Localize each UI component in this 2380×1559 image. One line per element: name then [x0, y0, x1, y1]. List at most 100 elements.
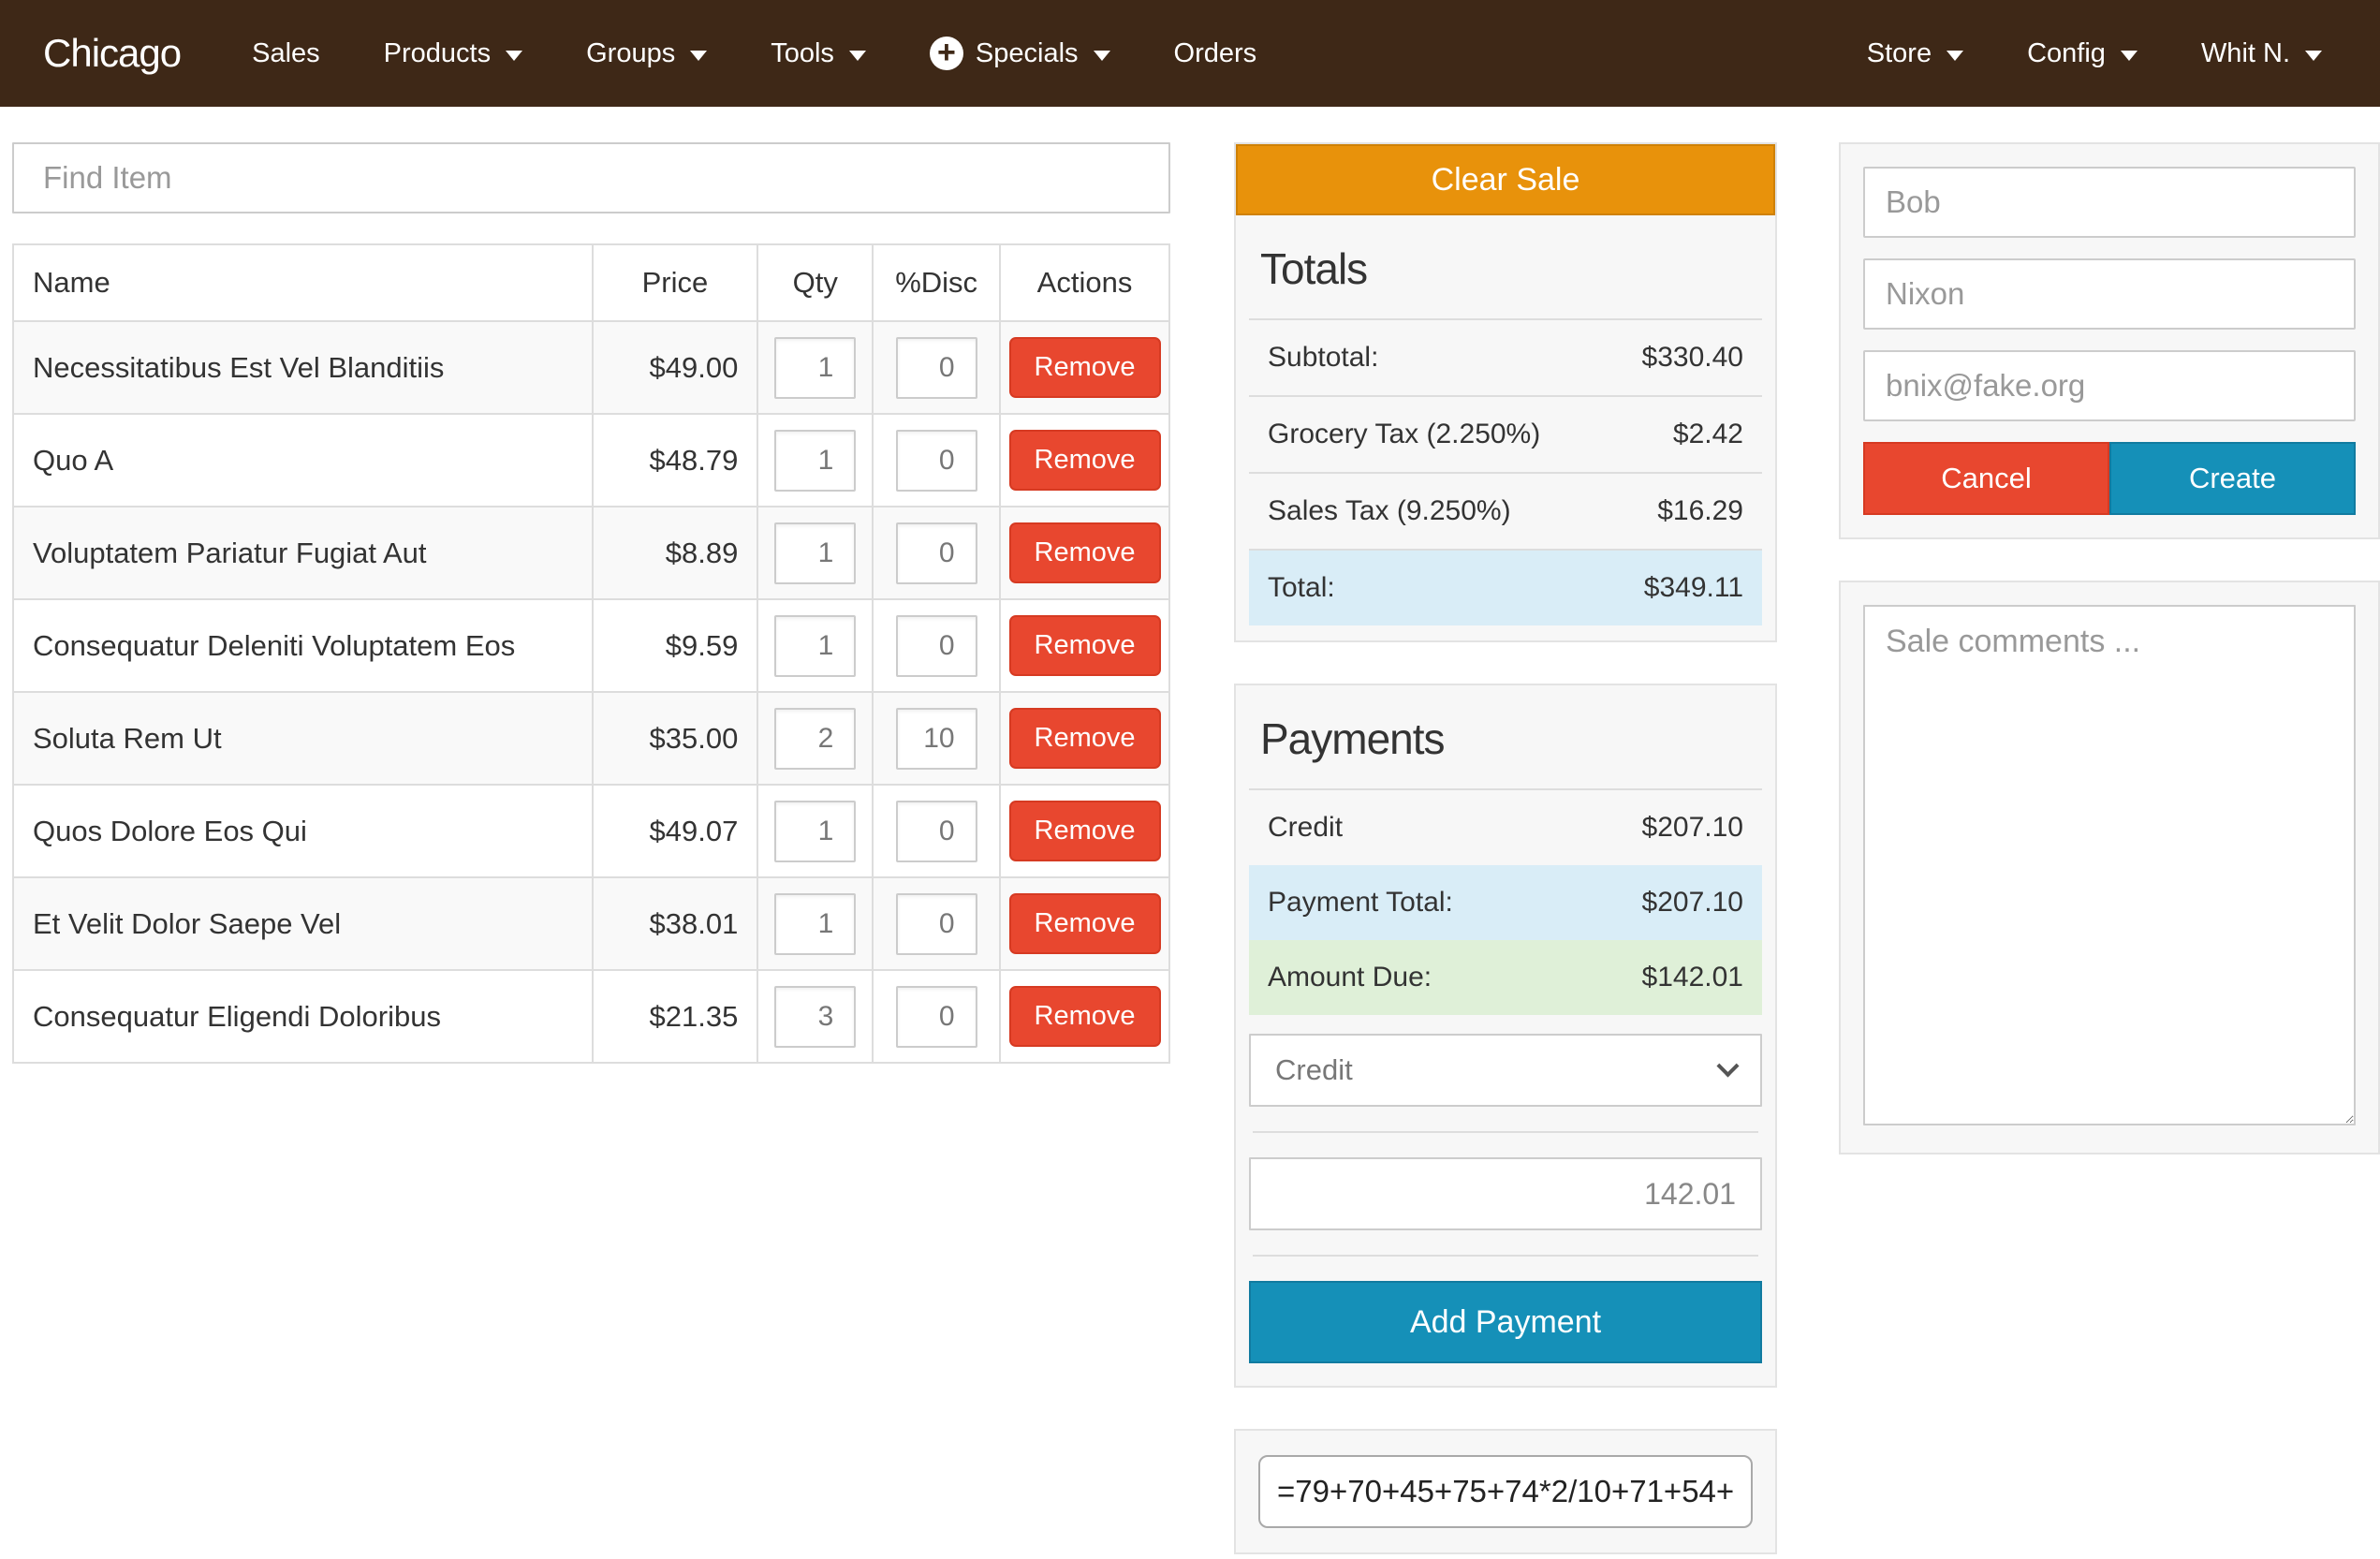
column-header-name: Name — [12, 243, 594, 322]
nav-bar: Chicago Sales Products Groups Tools + Sp… — [0, 0, 2380, 107]
nav-item-tools[interactable]: Tools — [739, 0, 898, 107]
chevron-down-icon — [1093, 50, 1110, 61]
table-row: Necessitatibus Est Vel Blanditiis $49.00… — [12, 320, 1170, 415]
nav-item-label: Specials — [975, 37, 1079, 68]
table-row: Soluta Rem Ut $35.00 Remove — [12, 691, 1170, 786]
brand-link[interactable]: Chicago — [43, 31, 182, 75]
remove-button[interactable]: Remove — [1008, 893, 1161, 954]
subtotal-label: Subtotal: — [1268, 342, 1379, 373]
item-name: Necessitatibus Est Vel Blanditiis — [12, 320, 594, 415]
email-field[interactable] — [1863, 350, 2356, 421]
column-header-disc: %Disc — [872, 243, 1002, 322]
item-price: $49.07 — [591, 784, 759, 878]
nav-right-items: Store Config Whit N. — [1835, 0, 2380, 107]
discount-input[interactable] — [895, 985, 977, 1048]
last-name-field[interactable] — [1863, 258, 2356, 330]
cart-table: Name Price Qty %Disc Actions Necessitati… — [12, 243, 1170, 1064]
amount-due-value: $142.01 — [1641, 962, 1743, 993]
discount-input[interactable] — [895, 800, 977, 862]
table-row: Quos Dolore Eos Qui $49.07 Remove — [12, 784, 1170, 878]
amount-due-row: Amount Due: $142.01 — [1249, 940, 1762, 1015]
plus-circle-icon: + — [929, 37, 963, 70]
total-value: $349.11 — [1643, 572, 1743, 603]
calculator-input[interactable] — [1258, 1455, 1753, 1528]
sales-tax-value: $16.29 — [1657, 495, 1743, 526]
sale-comments-textarea[interactable] — [1863, 605, 2356, 1125]
item-price: $49.00 — [591, 320, 759, 415]
clear-sale-button[interactable]: Clear Sale — [1236, 144, 1775, 215]
total-row: Total: $349.11 — [1249, 549, 1762, 625]
first-name-field[interactable] — [1863, 167, 2356, 238]
nav-item-store[interactable]: Store — [1835, 0, 1995, 107]
comments-panel — [1839, 581, 2380, 1155]
payments-title: Payments — [1260, 714, 1446, 763]
discount-input[interactable] — [895, 522, 977, 584]
discount-input[interactable] — [895, 707, 977, 770]
nav-item-products[interactable]: Products — [352, 0, 554, 107]
qty-input[interactable] — [774, 892, 857, 955]
qty-input[interactable] — [774, 614, 857, 677]
chevron-down-icon — [1947, 50, 1964, 61]
item-name: Quo A — [12, 413, 594, 507]
qty-input[interactable] — [774, 707, 857, 770]
nav-item-groups[interactable]: Groups — [554, 0, 739, 107]
nav-item-config[interactable]: Config — [1995, 0, 2169, 107]
discount-input[interactable] — [895, 614, 977, 677]
table-row: Quo A $48.79 Remove — [12, 413, 1170, 507]
qty-input[interactable] — [774, 800, 857, 862]
remove-button[interactable]: Remove — [1008, 708, 1161, 769]
column-header-actions: Actions — [999, 243, 1170, 322]
remove-button[interactable]: Remove — [1008, 615, 1161, 676]
item-name: Soluta Rem Ut — [12, 691, 594, 786]
table-row: Voluptatem Pariatur Fugiat Aut $8.89 Rem… — [12, 506, 1170, 600]
total-label: Total: — [1268, 572, 1335, 603]
nav-item-specials[interactable]: + Specials — [898, 0, 1142, 107]
payment-method-value: Credit — [1275, 1053, 1353, 1086]
add-payment-button[interactable]: Add Payment — [1249, 1281, 1762, 1363]
discount-input[interactable] — [895, 336, 977, 399]
item-price: $9.59 — [591, 598, 759, 693]
qty-input[interactable] — [774, 336, 857, 399]
nav-item-label: Products — [383, 37, 492, 68]
create-button[interactable]: Create — [2109, 442, 2356, 515]
qty-input[interactable] — [774, 522, 857, 584]
nav-item-sales[interactable]: Sales — [220, 0, 352, 107]
discount-input[interactable] — [895, 892, 977, 955]
qty-input[interactable] — [774, 429, 857, 492]
item-price: $48.79 — [591, 413, 759, 507]
calculator-panel — [1234, 1429, 1777, 1554]
remove-button[interactable]: Remove — [1008, 986, 1161, 1047]
nav-item-orders[interactable]: Orders — [1142, 0, 1289, 107]
payment-method-select[interactable]: Credit — [1249, 1034, 1762, 1107]
divider — [1253, 1131, 1758, 1133]
nav-item-label: Store — [1866, 37, 1932, 68]
qty-input[interactable] — [774, 985, 857, 1048]
cancel-button[interactable]: Cancel — [1863, 442, 2109, 515]
item-name: Quos Dolore Eos Qui — [12, 784, 594, 878]
nav-item-user-menu[interactable]: Whit N. — [2169, 0, 2354, 107]
item-name: Consequatur Deleniti Voluptatem Eos — [12, 598, 594, 693]
item-price: $21.35 — [591, 969, 759, 1064]
payments-panel: Payments Credit $207.10 Payment Total: $… — [1234, 684, 1777, 1388]
column-header-price: Price — [591, 243, 759, 322]
grocery-tax-row: Grocery Tax (2.250%) $2.42 — [1249, 395, 1762, 472]
find-item-input[interactable] — [12, 142, 1170, 213]
chevron-down-icon — [2305, 50, 2322, 61]
payment-amount-input[interactable] — [1249, 1157, 1762, 1230]
table-header-row: Name Price Qty %Disc Actions — [12, 243, 1170, 322]
remove-button[interactable]: Remove — [1008, 801, 1161, 861]
chevron-down-icon — [2120, 50, 2138, 61]
item-name: Consequatur Eligendi Doloribus — [12, 969, 594, 1064]
remove-button[interactable]: Remove — [1008, 522, 1161, 583]
column-header-qty: Qty — [757, 243, 874, 322]
remove-button[interactable]: Remove — [1008, 430, 1161, 491]
remove-button[interactable]: Remove — [1008, 337, 1161, 398]
cart-column: Name Price Qty %Disc Actions Necessitati… — [12, 142, 1170, 1064]
table-row: Consequatur Deleniti Voluptatem Eos $9.5… — [12, 598, 1170, 693]
payment-entry-value: $207.10 — [1641, 812, 1743, 843]
nav-item-label: Orders — [1173, 37, 1257, 68]
discount-input[interactable] — [895, 429, 977, 492]
chevron-down-icon — [1716, 1053, 1740, 1078]
table-row: Consequatur Eligendi Doloribus $21.35 Re… — [12, 969, 1170, 1064]
item-name: Voluptatem Pariatur Fugiat Aut — [12, 506, 594, 600]
